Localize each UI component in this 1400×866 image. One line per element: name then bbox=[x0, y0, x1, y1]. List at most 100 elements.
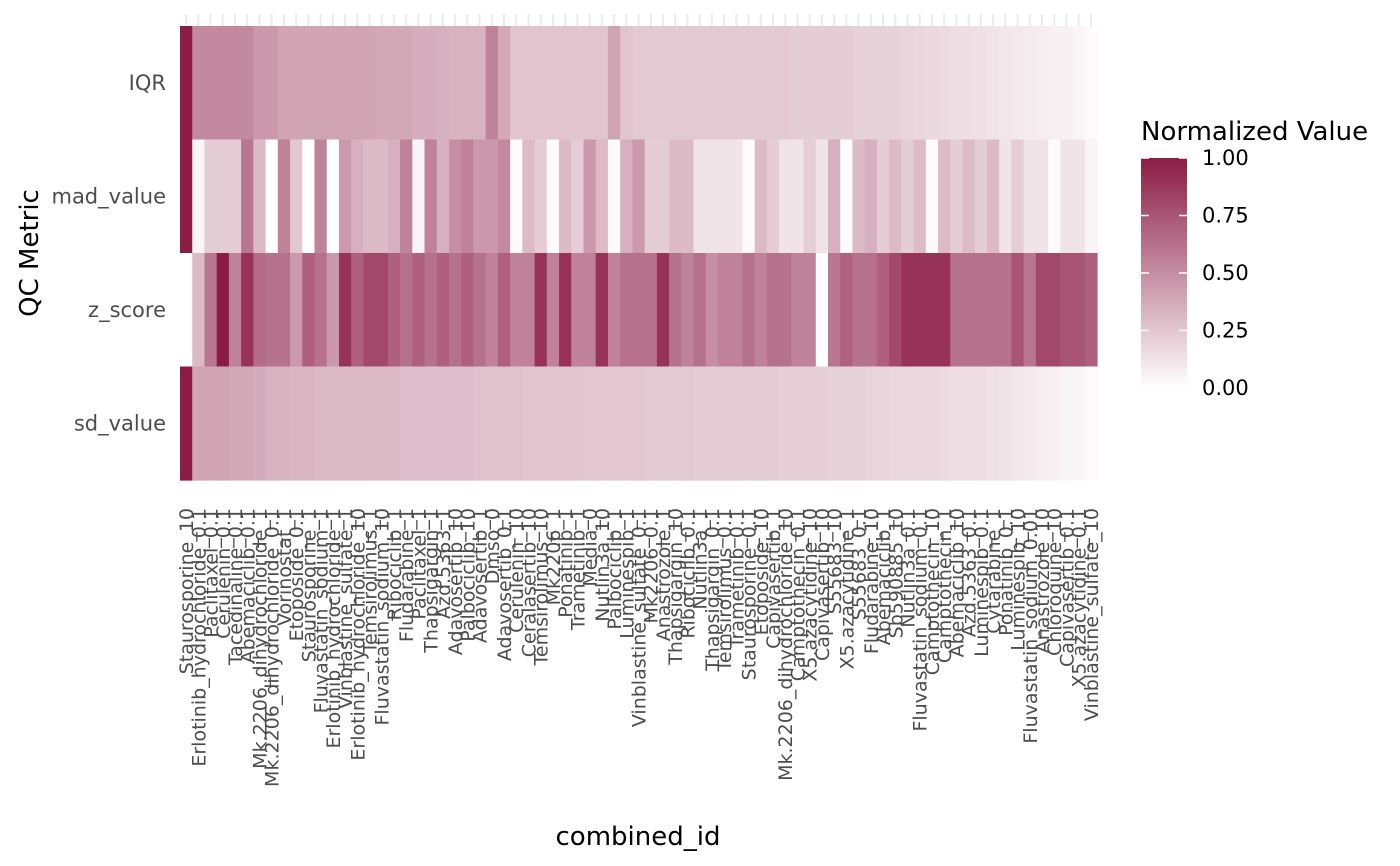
heatmap-cell-mad_value-13 bbox=[338, 139, 352, 254]
x-tick-label-1: Erlotinib_hydrochloride_0.1 bbox=[188, 508, 210, 767]
heatmap-cell-mad_value-73 bbox=[1072, 139, 1086, 254]
x-tick-label-62: Camptothecin_1 bbox=[934, 508, 956, 663]
x-tick-label-55: S55683_0.1 bbox=[849, 508, 871, 620]
heatmap-cell-sd_value-36 bbox=[620, 366, 633, 481]
heatmap-cell-mad_value-59 bbox=[901, 139, 915, 254]
heatmap-cell-z_score-23 bbox=[461, 253, 475, 368]
heatmap-cell-IQR-71 bbox=[1048, 26, 1061, 141]
heatmap-cell-IQR-1 bbox=[192, 26, 206, 141]
heatmap-cell-IQR-48 bbox=[766, 26, 780, 141]
x-tick-label-32: Trametinib_1 bbox=[567, 508, 589, 631]
heatmap-cell-sd_value-8 bbox=[277, 366, 291, 481]
heatmap-cell-mad_value-9 bbox=[290, 139, 303, 254]
heatmap-cell-z_score-54 bbox=[840, 253, 854, 368]
x-tick-label-27: Cerulenin_10 bbox=[506, 508, 528, 633]
heatmap-cell-mad_value-14 bbox=[351, 139, 364, 254]
heatmap-cell-mad_value-15 bbox=[363, 139, 377, 254]
x-tick-label-68: Luminespib_10 bbox=[1008, 508, 1030, 651]
x-tick-label-50: Camptothecin_0.1 bbox=[787, 508, 809, 681]
heatmap-cell-z_score-51 bbox=[803, 253, 817, 368]
heatmap-cell-sd_value-30 bbox=[546, 366, 560, 481]
heatmap-cell-mad_value-48 bbox=[766, 139, 780, 254]
heatmap-cell-sd_value-46 bbox=[742, 366, 756, 481]
x-tick-label-51: X5.azacytidine_10 bbox=[800, 508, 822, 682]
heatmap-cell-sd_value-13 bbox=[338, 366, 352, 481]
heatmap-cell-z_score-57 bbox=[876, 253, 890, 368]
heatmap-cell-mad_value-8 bbox=[277, 139, 291, 254]
heatmap-cell-mad_value-71 bbox=[1048, 139, 1061, 254]
heatmap-cell-sd_value-21 bbox=[436, 366, 450, 481]
heatmap-cell-z_score-31 bbox=[559, 253, 572, 368]
heatmap-cell-sd_value-43 bbox=[705, 366, 719, 481]
x-tick-label-26: Adavosertib_0.1 bbox=[494, 508, 516, 661]
heatmap-cell-IQR-61 bbox=[925, 26, 939, 141]
x-tick-label-58: Sb590885_10 bbox=[885, 508, 907, 638]
heatmap-cell-IQR-38 bbox=[644, 26, 658, 141]
heatmap-cell-z_score-8 bbox=[277, 253, 291, 368]
heatmap-cell-mad_value-66 bbox=[986, 139, 1000, 254]
heatmap-cell-IQR-41 bbox=[681, 26, 695, 141]
heatmap-cell-IQR-29 bbox=[534, 26, 548, 141]
heatmap-cell-mad_value-54 bbox=[840, 139, 854, 254]
heatmap-cell-IQR-16 bbox=[375, 26, 389, 141]
heatmap-cell-z_score-41 bbox=[681, 253, 695, 368]
x-tick-label-67: Ponatinib_0.1 bbox=[995, 508, 1017, 636]
heatmap-cell-sd_value-5 bbox=[241, 366, 254, 481]
legend: Normalized Value 1.00 0.75 0.50 0.25 0.00 bbox=[1141, 117, 1368, 400]
heatmap-cell-z_score-13 bbox=[338, 253, 352, 368]
heatmap-cell-z_score-28 bbox=[522, 253, 536, 368]
heatmap-cell-sd_value-14 bbox=[351, 366, 364, 481]
heatmap-cell-mad_value-16 bbox=[375, 139, 389, 254]
heatmap-cell-sd_value-15 bbox=[363, 366, 377, 481]
heatmap-cell-z_score-73 bbox=[1072, 253, 1086, 368]
heatmap-cell-mad_value-36 bbox=[620, 139, 633, 254]
heatmap-cell-z_score-63 bbox=[950, 253, 964, 368]
heatmap-cell-IQR-17 bbox=[387, 26, 401, 141]
x-tick-label-72: Capivasertib_0.1 bbox=[1056, 508, 1078, 667]
x-tick-label-40: Thapsigargin_10 bbox=[665, 508, 687, 666]
x-tick-label-69: Fluvastatin_sodium_0.01 bbox=[1020, 508, 1042, 744]
heatmap-cell-mad_value-18 bbox=[400, 139, 413, 254]
heatmap-cell-sd_value-16 bbox=[375, 366, 389, 481]
heatmap-cell-sd_value-4 bbox=[228, 366, 242, 481]
heatmap-cell-mad_value-45 bbox=[730, 139, 744, 254]
heatmap-cell-z_score-72 bbox=[1060, 253, 1074, 368]
heatmap-cell-z_score-40 bbox=[669, 253, 682, 368]
heatmap-cell-z_score-59 bbox=[901, 253, 915, 368]
heatmap-cell-z_score-34 bbox=[595, 253, 609, 368]
heatmap-cell-sd_value-3 bbox=[216, 366, 230, 481]
x-tick-label-65: Luminespib_0.1 bbox=[971, 508, 993, 657]
heatmap-cell-sd_value-49 bbox=[779, 366, 792, 481]
heatmap-cell-mad_value-72 bbox=[1060, 139, 1074, 254]
heatmap-cell-z_score-66 bbox=[986, 253, 1000, 368]
heatmap-cell-IQR-44 bbox=[717, 26, 731, 141]
heatmap-cell-IQR-72 bbox=[1060, 26, 1074, 141]
heatmap-cell-z_score-53 bbox=[828, 253, 841, 368]
heatmap-cell-z_score-70 bbox=[1035, 253, 1049, 368]
heatmap-cell-mad_value-26 bbox=[497, 139, 511, 254]
heatmap-cell-mad_value-17 bbox=[387, 139, 401, 254]
heatmap-cell-IQR-62 bbox=[938, 26, 951, 141]
x-tick-labels: Staurosporine_10Erlotinib_hydrochloride_… bbox=[176, 508, 1103, 787]
heatmap-cell-IQR-18 bbox=[400, 26, 413, 141]
heatmap-cell-mad_value-63 bbox=[950, 139, 964, 254]
heatmap-cell-sd_value-34 bbox=[595, 366, 609, 481]
heatmap-cell-z_score-10 bbox=[302, 253, 316, 368]
heatmap-cell-IQR-51 bbox=[803, 26, 817, 141]
heatmap-cell-sd_value-50 bbox=[791, 366, 805, 481]
heatmap-cell-sd_value-22 bbox=[448, 366, 462, 481]
heatmap-cell-mad_value-68 bbox=[1011, 139, 1025, 254]
x-tick-label-43: Thapsigargin_0.1 bbox=[702, 508, 724, 672]
heatmap-cell-sd_value-61 bbox=[925, 366, 939, 481]
heatmap-cell-IQR-33 bbox=[583, 26, 597, 141]
heatmap-cell-sd_value-17 bbox=[387, 366, 401, 481]
heatmap-cell-sd_value-31 bbox=[559, 366, 572, 481]
heatmap-cell-IQR-50 bbox=[791, 26, 805, 141]
heatmap-cell-mad_value-27 bbox=[510, 139, 523, 254]
heatmap-cell-sd_value-29 bbox=[534, 366, 548, 481]
heatmap-cell-sd_value-63 bbox=[950, 366, 964, 481]
heatmap-cell-z_score-61 bbox=[925, 253, 939, 368]
x-tick-label-35: Palbociclib_1 bbox=[604, 508, 626, 630]
x-tick-label-6: Mk.2206_dihydrochloride_1 bbox=[249, 508, 271, 769]
